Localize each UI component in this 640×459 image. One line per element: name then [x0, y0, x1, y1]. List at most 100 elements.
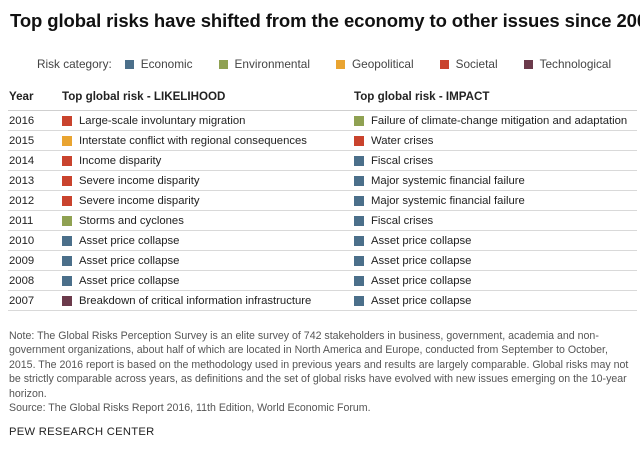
table-row: 2012 Severe income disparity Major systemi… [8, 191, 637, 211]
year-cell: 2009 [9, 255, 35, 267]
risk-table: 2016 Large-scale involuntary migration Fai… [8, 111, 637, 311]
impact-category-swatch [354, 216, 364, 226]
likelihood-category-swatch [62, 176, 72, 186]
impact-risk-label: Asset price collapse [371, 255, 472, 267]
impact-category-swatch [354, 276, 364, 286]
table-row: 2008 Asset price collapse Asset price coll… [8, 271, 637, 291]
impact-category-swatch [354, 236, 364, 246]
note-text: Note: The Global Risks Perception Survey… [9, 330, 629, 400]
table-row: 2007 Breakdown of critical information in… [8, 291, 637, 311]
legend-item-technological: Technological [523, 57, 612, 71]
impact-cell: Fiscal crises [354, 215, 433, 227]
year-cell: 2011 [9, 215, 34, 227]
impact-risk-label: Major systemic financial failure [371, 195, 525, 207]
legend: Risk category: Economic Environmental Geop… [37, 57, 611, 71]
column-header-impact: Top global risk - IMPACT [354, 90, 490, 103]
impact-cell: Failure of climate-change mitigation and… [354, 115, 627, 127]
impact-cell: Asset price collapse [354, 275, 471, 287]
likelihood-cell: Interstate conflict with regional conseq… [62, 135, 307, 147]
impact-cell: Asset price collapse [354, 255, 471, 267]
legend-swatch-geopolitical [335, 59, 345, 69]
legend-swatch-environmental [218, 59, 228, 69]
impact-risk-label: Water crises [371, 135, 434, 147]
impact-risk-label: Fiscal crises [371, 155, 434, 167]
impact-risk-label: Fiscal crises [371, 215, 434, 227]
likelihood-category-swatch [62, 136, 72, 146]
header-divider [8, 110, 637, 111]
impact-risk-label: Major systemic financial failure [371, 175, 525, 187]
impact-category-swatch [354, 136, 364, 146]
likelihood-risk-label: Breakdown of critical information infras… [79, 295, 312, 307]
year-cell: 2013 [9, 175, 35, 187]
legend-label: Risk category: [37, 57, 112, 71]
legend-swatch-technological [523, 59, 533, 69]
legend-item-economic: Economic [124, 57, 193, 71]
likelihood-risk-label: Asset price collapse [79, 275, 180, 287]
table-row: 2014 Income disparity Fiscal crises [8, 151, 637, 171]
table-row: 2011 Storms and cyclones Fiscal crises [8, 211, 637, 231]
legend-items: Economic Environmental Geopolitical Societa… [124, 57, 612, 71]
likelihood-category-swatch [62, 216, 72, 226]
brand-logo-text: PEW RESEARCH CENTER [9, 426, 155, 438]
likelihood-cell: Asset price collapse [62, 275, 179, 287]
table-row: 2009 Asset price collapse Asset price coll… [8, 251, 637, 271]
year-cell: 2008 [9, 275, 35, 287]
likelihood-category-swatch [62, 256, 72, 266]
likelihood-category-swatch [62, 296, 72, 306]
table-row: 2015 Interstate conflict with regional co… [8, 131, 637, 151]
likelihood-cell: Large-scale involuntary migration [62, 115, 245, 127]
likelihood-risk-label: Asset price collapse [79, 235, 180, 247]
chart-title: Top global risks have shifted from the e… [10, 10, 640, 31]
likelihood-category-swatch [62, 236, 72, 246]
year-cell: 2007 [9, 295, 35, 307]
impact-cell: Water crises [354, 135, 433, 147]
impact-category-swatch [354, 176, 364, 186]
table-row: 2013 Severe income disparity Major systemi… [8, 171, 637, 191]
year-cell: 2014 [9, 155, 35, 167]
likelihood-category-swatch [62, 196, 72, 206]
year-cell: 2016 [9, 115, 35, 127]
legend-swatch-societal [439, 59, 449, 69]
impact-risk-label: Failure of climate-change mitigation and… [371, 115, 628, 127]
likelihood-category-swatch [62, 116, 72, 126]
likelihood-cell: Asset price collapse [62, 235, 179, 247]
legend-label-societal: Societal [455, 57, 498, 71]
table-row: 2010 Asset price collapse Asset price coll… [8, 231, 637, 251]
likelihood-risk-label: Large-scale involuntary migration [79, 115, 246, 127]
impact-category-swatch [354, 296, 364, 306]
legend-item-societal: Societal [439, 57, 498, 71]
impact-risk-label: Asset price collapse [371, 235, 472, 247]
impact-risk-label: Asset price collapse [371, 275, 472, 287]
legend-item-geopolitical: Geopolitical [335, 57, 414, 71]
column-header-likelihood: Top global risk - LIKELIHOOD [62, 90, 226, 103]
impact-category-swatch [354, 256, 364, 266]
likelihood-risk-label: Interstate conflict with regional conseq… [79, 135, 307, 147]
impact-cell: Asset price collapse [354, 295, 471, 307]
year-cell: 2010 [9, 235, 35, 247]
likelihood-risk-label: Severe income disparity [79, 195, 200, 207]
impact-cell: Major systemic financial failure [354, 195, 525, 207]
legend-swatch-economic [124, 59, 134, 69]
likelihood-category-swatch [62, 276, 72, 286]
year-cell: 2012 [9, 195, 35, 207]
likelihood-cell: Income disparity [62, 155, 161, 167]
likelihood-cell: Severe income disparity [62, 175, 200, 187]
impact-cell: Fiscal crises [354, 155, 433, 167]
impact-cell: Major systemic financial failure [354, 175, 525, 187]
legend-label-economic: Economic [140, 57, 193, 71]
likelihood-risk-label: Asset price collapse [79, 255, 180, 267]
likelihood-cell: Breakdown of critical information infras… [62, 295, 311, 307]
legend-label-geopolitical: Geopolitical [351, 57, 414, 71]
impact-category-swatch [354, 116, 364, 126]
legend-label-technological: Technological [539, 57, 612, 71]
legend-item-environmental: Environmental [218, 57, 310, 71]
likelihood-cell: Asset price collapse [62, 255, 179, 267]
likelihood-risk-label: Income disparity [79, 155, 162, 167]
year-cell: 2015 [9, 135, 35, 147]
likelihood-cell: Severe income disparity [62, 195, 200, 207]
impact-category-swatch [354, 196, 364, 206]
table-row: 2016 Large-scale involuntary migration Fai… [8, 111, 637, 131]
likelihood-risk-label: Severe income disparity [79, 175, 200, 187]
impact-cell: Asset price collapse [354, 235, 471, 247]
likelihood-cell: Storms and cyclones [62, 215, 184, 227]
